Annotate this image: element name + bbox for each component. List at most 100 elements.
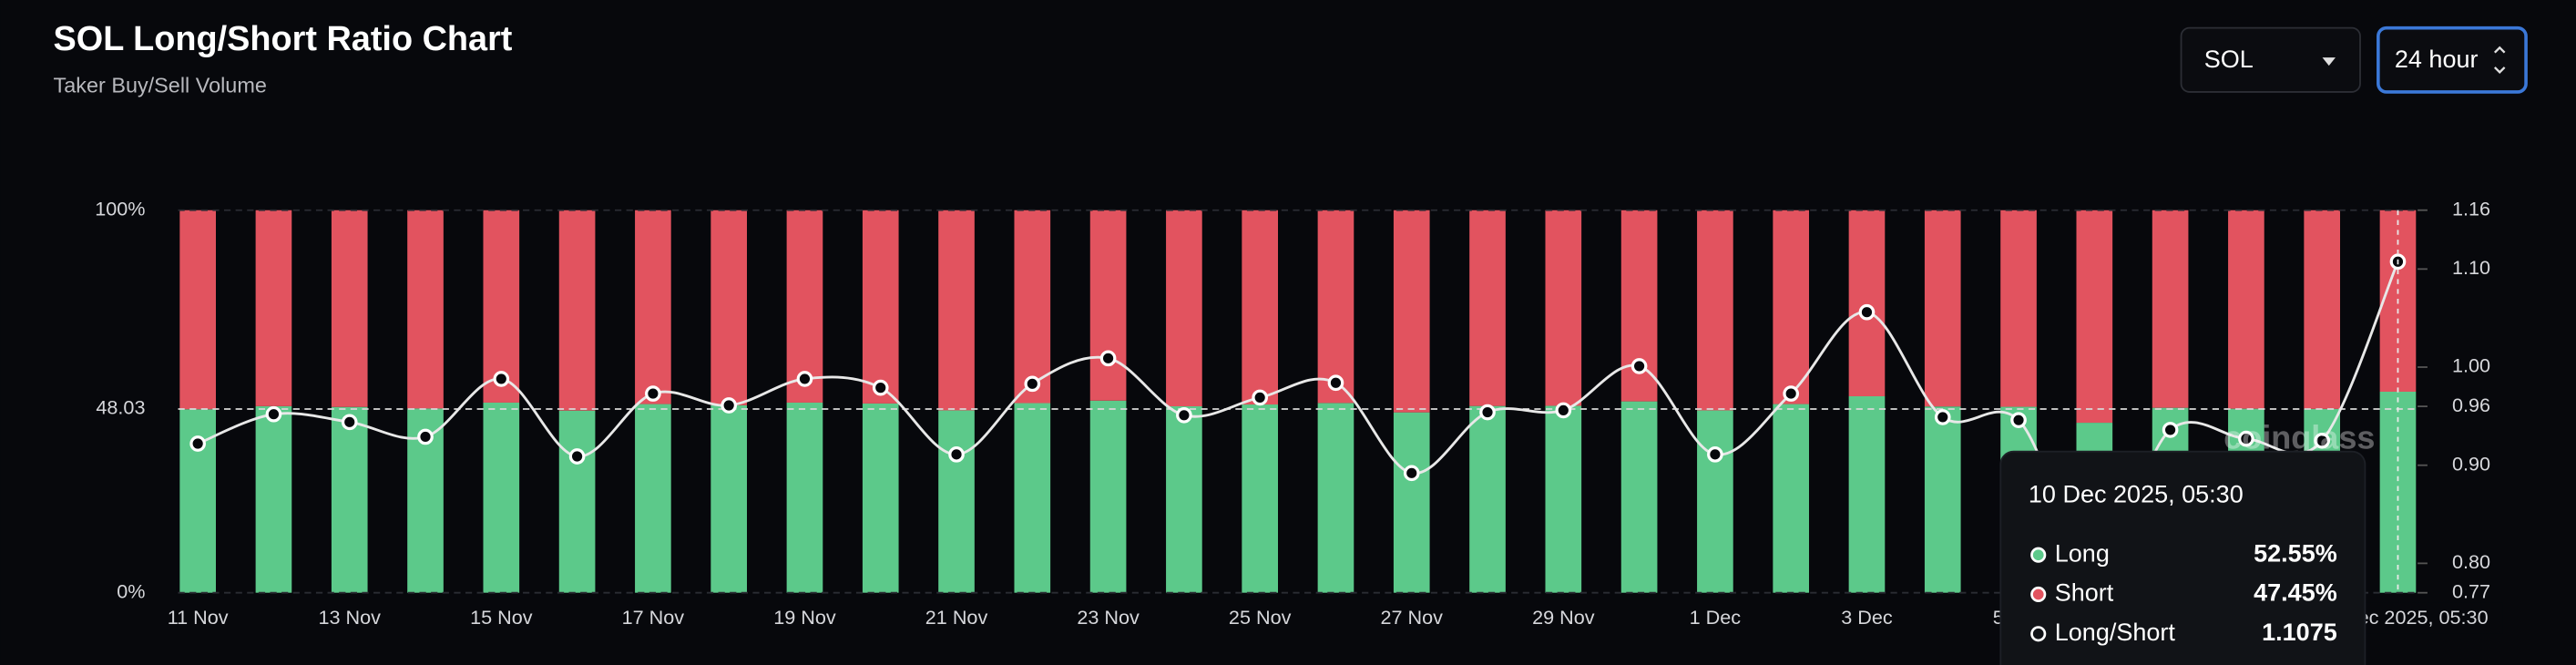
bar-segment: [407, 210, 444, 409]
bar-segment: [1393, 412, 1430, 593]
interval-select[interactable]: 24 hour: [2377, 26, 2528, 94]
bar-segment: [938, 210, 975, 411]
tooltip-label: Long/Short: [2055, 619, 2176, 646]
bar-segment: [1848, 210, 1886, 396]
ratio-point: [948, 446, 965, 463]
bar-segment: [1469, 210, 1506, 406]
x-tick-label: 19 Nov: [773, 606, 836, 629]
ratio-point: [1555, 402, 1572, 419]
bar-segment: [1393, 210, 1430, 413]
select-value[interactable]: 24 hour: [2395, 46, 2479, 73]
x-tick-label: 3 Dec: [1841, 606, 1893, 629]
ratio-point: [1630, 358, 1648, 374]
tooltip-value: 47.45%: [2254, 579, 2337, 607]
chart-title: SOL Long/Short Ratio Chart: [54, 20, 513, 58]
ratio-point: [2314, 432, 2331, 449]
bar-segment: [331, 210, 368, 407]
tooltip-marker: [2030, 586, 2047, 603]
ratio-point: [1099, 350, 1117, 367]
ratio-point: [1252, 389, 1269, 406]
bar-segment: [1620, 401, 1658, 593]
bar-segment: [1545, 210, 1582, 406]
ratio-point: [568, 448, 586, 465]
bar-segment: [938, 410, 975, 593]
select-arrow: [2493, 46, 2506, 74]
ratio-point: [417, 428, 434, 445]
tooltip-value: 1.1075: [2262, 619, 2337, 646]
y2-tick-label: 1.00: [2452, 354, 2490, 377]
ratio-point: [1707, 446, 1723, 463]
select-arrow: [2322, 57, 2336, 66]
bar-segment: [710, 404, 747, 593]
bar-segment: [786, 402, 823, 593]
bar-segment: [1166, 405, 1202, 593]
tooltip-box: [1999, 450, 2366, 665]
bar-segment: [1242, 210, 1278, 405]
bar-segment: [2152, 210, 2189, 408]
select-box[interactable]: [2377, 26, 2528, 94]
ratio-point: [1934, 409, 1951, 425]
ratio-point: [2238, 430, 2254, 447]
bar-segment: [2076, 210, 2113, 424]
bar-segment: [331, 406, 368, 593]
ratio-point: [796, 371, 813, 387]
tooltip-title: 10 Dec 2025, 05:30: [2029, 480, 2244, 507]
bar-segment: [2228, 210, 2264, 409]
ratio-point: [2162, 422, 2179, 438]
tooltip-value: 52.55%: [2254, 539, 2337, 567]
bar-segment: [1014, 403, 1051, 593]
bar-segment: [862, 403, 899, 593]
x-tick-label: 23 Nov: [1077, 606, 1140, 629]
x-tick-label: 17 Nov: [622, 606, 685, 629]
x-tick-label: 13 Nov: [318, 606, 381, 629]
x-tick-label: 29 Nov: [1532, 606, 1595, 629]
ratio-point: [493, 371, 510, 387]
ratio-point: [1783, 385, 1800, 402]
y-tick-label: 48.03: [96, 396, 145, 419]
ratio-point: [1858, 303, 1876, 321]
y2-tick-label: 1.16: [2452, 197, 2490, 220]
tooltip-marker: [2030, 626, 2047, 642]
bar-segment: [862, 210, 899, 404]
bar-segment: [179, 210, 216, 410]
x-tick-label: 1 Dec: [1690, 606, 1742, 629]
symbol-select[interactable]: SOL: [2180, 26, 2361, 93]
ratio-point: [645, 385, 661, 402]
bar-segment: [1545, 405, 1582, 593]
y2-tick-label: 0.77: [2452, 579, 2490, 602]
tooltip-label: Short: [2055, 579, 2114, 607]
bar-segment: [1697, 210, 1733, 411]
tooltip-label: Long: [2055, 539, 2110, 567]
ratio-point: [341, 414, 358, 431]
bar-segment: [255, 405, 292, 593]
ratio-point: [265, 405, 282, 423]
select-value[interactable]: SOL: [2204, 46, 2254, 73]
bar-segment: [1317, 403, 1354, 593]
ratio-point: [1024, 375, 1041, 393]
ratio-point: [1176, 406, 1192, 424]
chart-subtitle: Taker Buy/Sell Volume: [54, 74, 267, 97]
bar-segment: [635, 210, 671, 404]
bar-segment: [558, 210, 596, 411]
y2-tick-label: 1.10: [2452, 256, 2490, 279]
watermark: coinglass: [2223, 419, 2375, 456]
tooltip: 10 Dec 2025, 05:30 Long 52.55% Short 47.45% L…: [1999, 450, 2366, 665]
bar-segment: [483, 402, 520, 593]
select-box[interactable]: [2180, 26, 2361, 93]
bar-segment: [1089, 400, 1127, 593]
x-tick-label: 15 Nov: [470, 606, 533, 629]
bar-segment: [635, 404, 671, 593]
bar-segment: [1697, 410, 1733, 593]
bar-segment: [483, 210, 520, 403]
bar-segment: [1014, 210, 1051, 404]
y-tick-label: 0%: [117, 579, 145, 602]
ratio-point: [1403, 465, 1420, 482]
bar-segment: [1773, 404, 1810, 593]
ratio-point: [872, 379, 889, 396]
bar-segment: [255, 210, 292, 406]
bar-segment: [1924, 406, 1961, 593]
y-tick-label: 100%: [95, 197, 145, 220]
bar-segment: [558, 410, 596, 593]
bar-segment: [1166, 210, 1202, 406]
